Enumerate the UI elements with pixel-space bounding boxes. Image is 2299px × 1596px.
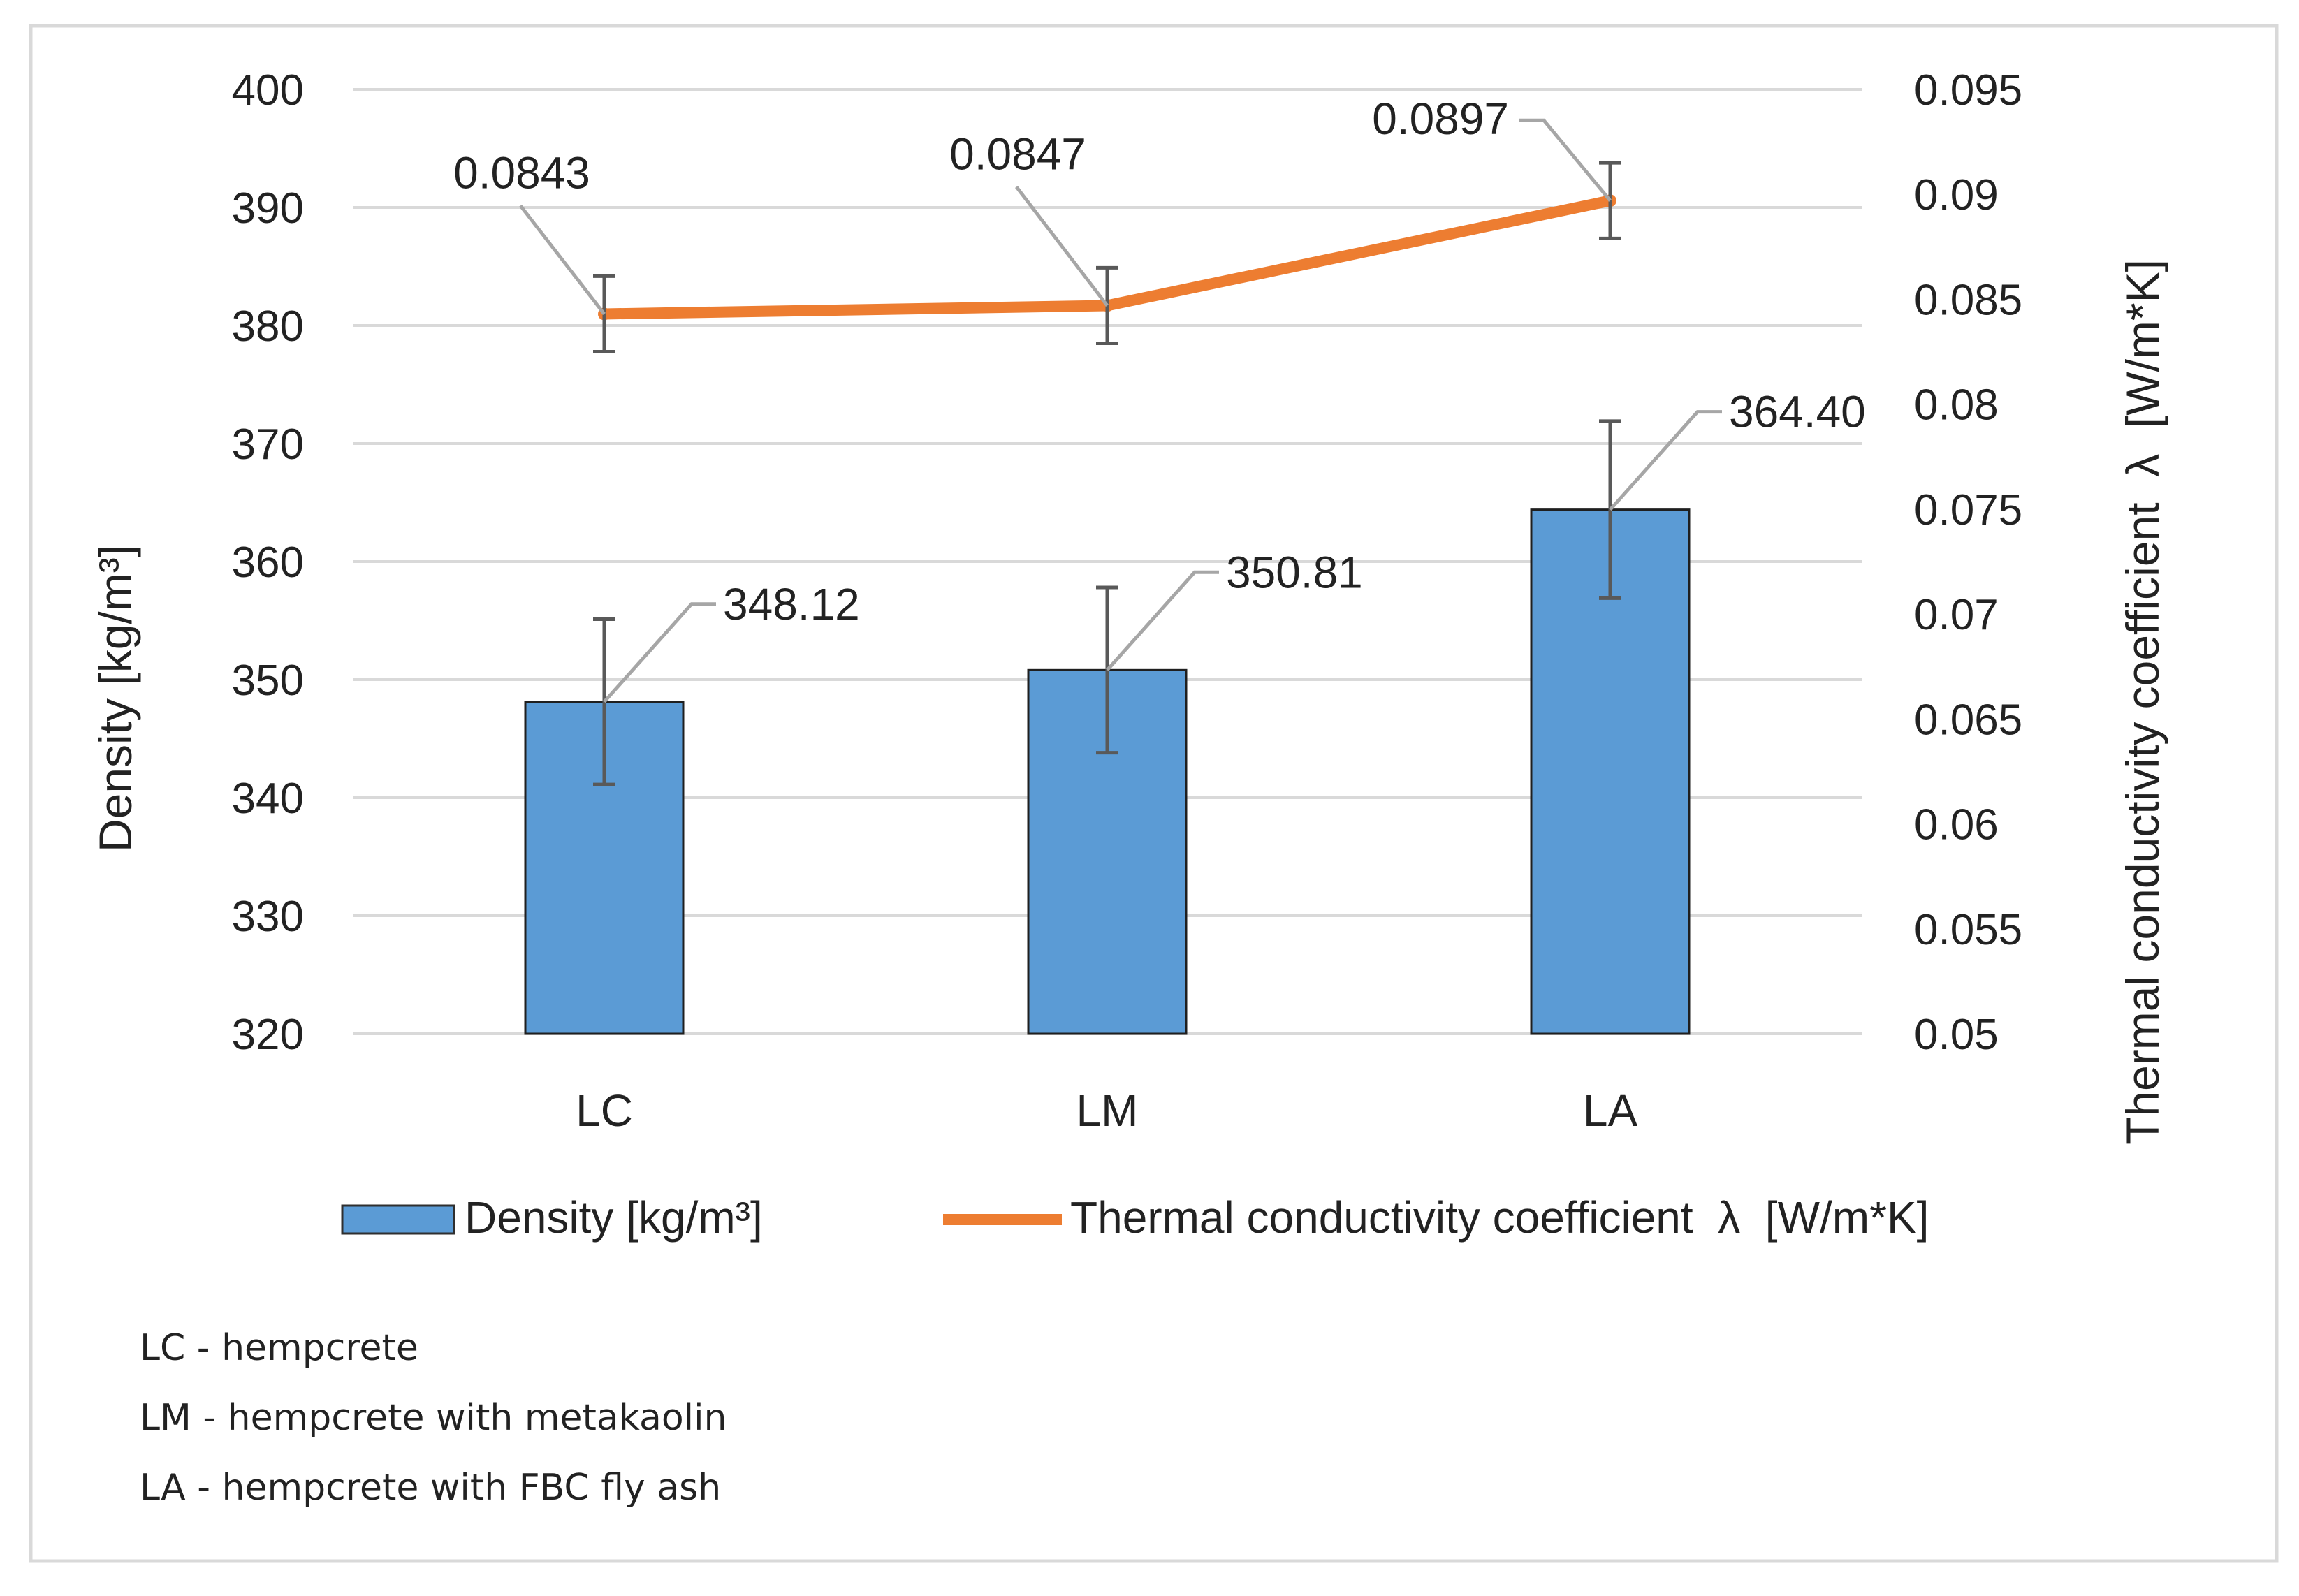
x-tick-label: LC: [576, 1085, 633, 1136]
data-labels: 348.12 350.81 364.40 0.0843 0.0847 0.0897: [453, 94, 1866, 629]
abbreviation-notes: LC - hempcrete LM - hempcrete with metak…: [140, 1313, 727, 1523]
left-tick-label: 400: [232, 66, 304, 115]
legend-density-label: Density [kg/m³]: [465, 1192, 763, 1243]
left-tick-label: 390: [232, 184, 304, 233]
density-label-leader: [1106, 570, 1219, 671]
note-la: LA - hempcrete with FBC fly ash: [140, 1467, 722, 1509]
right-tick-label: 0.09: [1914, 171, 1999, 219]
legend-density-swatch: [341, 1204, 455, 1235]
right-tick-label: 0.07: [1914, 591, 1999, 639]
right-tick-label: 0.06: [1914, 801, 1999, 849]
left-tick-label: 320: [232, 1011, 304, 1059]
left-tick-label: 330: [232, 893, 304, 941]
left-tick-label: 380: [232, 302, 304, 351]
density-label-leader: [603, 602, 716, 703]
left-tick-label: 340: [232, 775, 304, 823]
x-tick-label: LA: [1583, 1085, 1638, 1136]
density-data-label: 350.81: [1226, 547, 1363, 597]
note-lm: LM - hempcrete with metakaolin: [140, 1397, 727, 1439]
note-lc: LC - hempcrete: [140, 1327, 418, 1369]
left-axis-title: Density [kg/m³]: [89, 545, 141, 852]
right-tick-label: 0.095: [1914, 66, 2022, 115]
conductivity-data-label: 0.0843: [453, 147, 590, 198]
legend-conductivity-label: Thermal conductivity coefficient λ [W/m*…: [1070, 1192, 1929, 1243]
conductivity-data-label: 0.0897: [1372, 94, 1509, 144]
conductivity-data-label: 0.0847: [949, 129, 1086, 179]
density-label-leader: [1609, 410, 1722, 511]
right-tick-label: 0.055: [1914, 906, 2022, 954]
conductivity-label-leader: [1015, 185, 1109, 307]
right-tick-label: 0.075: [1914, 486, 2022, 534]
right-tick-label: 0.08: [1914, 381, 1999, 430]
right-tick-label: 0.065: [1914, 696, 2022, 744]
density-data-label: 348.12: [723, 579, 860, 629]
right-tick-label: 0.05: [1914, 1011, 1999, 1059]
left-tick-label: 360: [232, 539, 304, 587]
right-y-axis: 0.05 0.055 0.06 0.065 0.07 0.075 0.08 0.085 0.09…: [1914, 66, 2022, 1059]
left-tick-label: 350: [232, 657, 304, 705]
x-axis: LC LM LA: [576, 1085, 1637, 1136]
density-data-label: 364.40: [1729, 387, 1866, 437]
data-label-leaders: [519, 118, 1722, 703]
conductivity-label-leader: [519, 204, 606, 316]
conductivity-label-leader: [1519, 118, 1612, 202]
left-y-axis: 320 330 340 350 360 370 380 390 400: [232, 66, 304, 1059]
right-axis-title: Thermal conductivity coefficient λ [W/m*…: [2117, 259, 2168, 1145]
right-tick-label: 0.085: [1914, 276, 2022, 324]
left-tick-label: 370: [232, 420, 304, 469]
legend: Density [kg/m³] Thermal conductivity coe…: [341, 1192, 1929, 1243]
x-tick-label: LM: [1076, 1085, 1139, 1136]
